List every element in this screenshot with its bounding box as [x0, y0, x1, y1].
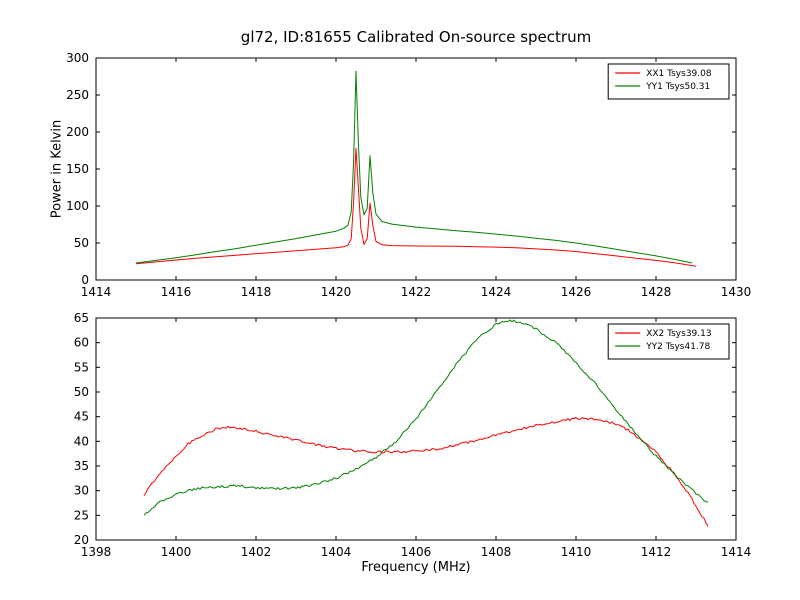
y-tick-label: 25	[74, 508, 89, 522]
y-tick-label: 55	[74, 360, 89, 374]
y-axis-label-top: Power in Kelvin	[49, 119, 65, 219]
y-tick-label: 50	[74, 236, 89, 250]
chart-title: gl72, ID:81655 Calibrated On-source spec…	[240, 28, 592, 46]
legend: XX1 Tsys39.08 YY1 Tsys50.31	[607, 63, 730, 100]
x-tick-label: 1400	[161, 545, 192, 559]
x-tick-label: 1418	[241, 285, 272, 299]
legend-label: XX1 Tsys39.08	[646, 69, 712, 79]
y-tick-label: 35	[74, 459, 89, 473]
bottom-chart: 1398 1400 1402 1404 1406 1408 1410 1412 1414 20 25…	[74, 311, 752, 559]
y-tick-label: 200	[66, 125, 89, 139]
x-tick-label: 1402	[241, 545, 272, 559]
y-tick-label: 45	[74, 410, 89, 424]
y-tick-label: 250	[66, 88, 89, 102]
series-line-YY2	[143, 319, 709, 516]
series-line-YY1	[135, 70, 693, 264]
y-tick-label: 50	[74, 385, 89, 399]
top-chart: 1414 1416 1418 1420 1422 1424 1426 1428 1430 0 50 1…	[66, 51, 751, 299]
series-line-XX1	[135, 147, 697, 267]
legend-label: XX2 Tsys39.13	[646, 329, 711, 339]
legend-box	[607, 63, 730, 100]
x-tick-label: 1420	[321, 285, 352, 299]
y-tick-label: 150	[66, 162, 89, 176]
y-tick-label: 100	[66, 199, 89, 213]
legend-label: YY2 Tsys41.78	[645, 342, 710, 352]
y-tick-label: 20	[74, 533, 89, 547]
y-tick-label: 300	[66, 51, 89, 65]
x-tick-label: 1406	[401, 545, 432, 559]
x-tick-label: 1426	[561, 285, 592, 299]
legend-box	[607, 323, 730, 360]
x-tick-label: 1422	[401, 285, 432, 299]
x-tick-label: 1398	[81, 545, 112, 559]
x-tick-label: 1424	[481, 285, 512, 299]
x-tick-label: 1428	[641, 285, 672, 299]
x-tick-label: 1414	[721, 545, 752, 559]
x-tick-label: 1410	[561, 545, 592, 559]
x-tick-label: 1412	[641, 545, 672, 559]
x-axis-label-bottom: Frequency (MHz)	[361, 560, 471, 575]
x-tick-label: 1414	[81, 285, 112, 299]
x-tick-label: 1408	[481, 545, 512, 559]
y-tick-label: 60	[74, 336, 89, 350]
x-tick-label: 1430	[721, 285, 752, 299]
x-tick-label: 1404	[321, 545, 352, 559]
y-tick-label: 0	[81, 273, 89, 287]
y-tick-label: 40	[74, 434, 89, 448]
legend-label: YY1 Tsys50.31	[645, 82, 710, 92]
y-tick-label: 30	[74, 484, 89, 498]
series-line-XX2	[143, 417, 709, 527]
legend: XX2 Tsys39.13 YY2 Tsys41.78	[607, 323, 730, 360]
y-tick-label: 65	[74, 311, 89, 325]
x-tick-label: 1416	[161, 285, 192, 299]
